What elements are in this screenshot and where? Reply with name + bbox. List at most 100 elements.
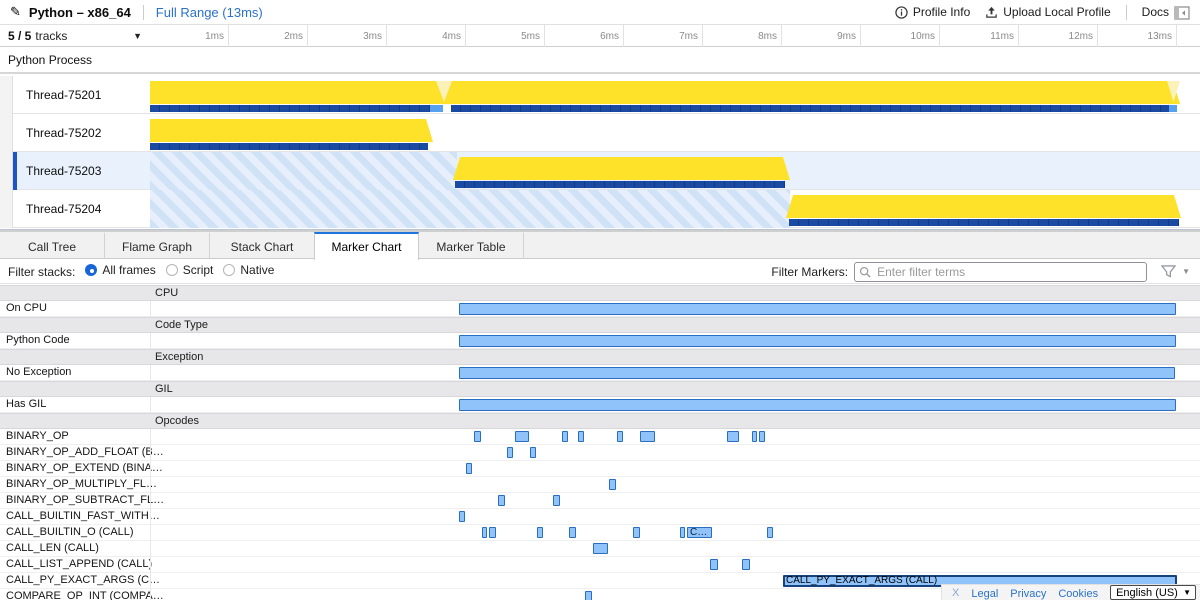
track-activity-graph[interactable] bbox=[0, 152, 1200, 190]
marker-row-compare-op-int-compa-[interactable]: COMPARE_OP_INT (COMPA… bbox=[0, 589, 1200, 600]
marker[interactable] bbox=[459, 367, 1175, 379]
filter-markers-input[interactable] bbox=[854, 261, 1148, 282]
radio-dot-icon bbox=[223, 263, 236, 276]
marker[interactable] bbox=[459, 335, 1176, 347]
filter-row: Filter stacks: All frames Script Native Fi… bbox=[0, 260, 1200, 284]
marker[interactable] bbox=[474, 431, 481, 442]
radio-label: All frames bbox=[102, 262, 156, 277]
marker-category-label: CPU bbox=[155, 287, 179, 299]
marker[interactable] bbox=[767, 527, 773, 538]
track-reorder-gutter[interactable] bbox=[0, 190, 13, 228]
track-activity-graph[interactable] bbox=[0, 114, 1200, 152]
track-reorder-gutter[interactable] bbox=[0, 76, 13, 114]
sidebar-icon bbox=[1174, 6, 1190, 20]
marker[interactable] bbox=[459, 511, 465, 522]
ruler-tick: 8ms bbox=[703, 25, 782, 47]
tab-stack-chart[interactable]: Stack Chart bbox=[210, 232, 315, 259]
marker[interactable] bbox=[585, 591, 592, 600]
marker[interactable] bbox=[759, 431, 765, 442]
track-reorder-gutter[interactable] bbox=[0, 114, 13, 152]
edit-profile-name-icon[interactable]: ✎ bbox=[10, 4, 21, 19]
marker[interactable] bbox=[459, 399, 1176, 411]
tab-marker-chart[interactable]: Marker Chart bbox=[314, 232, 419, 260]
sidebar-toggle-button[interactable] bbox=[1172, 4, 1192, 22]
track-row-thread-75204[interactable]: Thread-75204 bbox=[0, 190, 1200, 228]
process-track-header[interactable]: Python Process bbox=[0, 48, 1200, 74]
track-reorder-gutter[interactable] bbox=[0, 152, 13, 190]
ruler-tick: 9ms bbox=[782, 25, 861, 47]
tab-flame-graph[interactable]: Flame Graph bbox=[105, 232, 210, 259]
marker[interactable] bbox=[530, 447, 536, 458]
marker[interactable] bbox=[507, 447, 513, 458]
marker[interactable] bbox=[489, 527, 496, 538]
marker-row-binary-op-extend-bina-[interactable]: BINARY_OP_EXTEND (BINA… bbox=[0, 461, 1200, 477]
track-row-thread-75203[interactable]: Thread-75203 bbox=[0, 152, 1200, 190]
footer-link-cookies[interactable]: Cookies bbox=[1058, 587, 1099, 600]
radio-all-frames[interactable]: All frames bbox=[85, 262, 156, 277]
footer-link-legal[interactable]: Legal bbox=[971, 587, 999, 600]
marker[interactable] bbox=[482, 527, 487, 538]
marker[interactable] bbox=[727, 431, 739, 442]
marker-row-no-exception[interactable]: No Exception bbox=[0, 365, 1200, 381]
full-range-link[interactable]: Full Range (13ms) bbox=[155, 4, 263, 20]
marker[interactable] bbox=[459, 303, 1176, 315]
marker[interactable] bbox=[742, 559, 750, 570]
marker[interactable] bbox=[633, 527, 640, 538]
marker[interactable] bbox=[569, 527, 576, 538]
marker[interactable] bbox=[515, 431, 529, 442]
ruler-tick: 7ms bbox=[624, 25, 703, 47]
profile-info-button[interactable]: Profile Info bbox=[891, 3, 974, 21]
marker[interactable] bbox=[609, 479, 616, 490]
marker-row-python-code[interactable]: Python Code bbox=[0, 333, 1200, 349]
radio-native[interactable]: Native bbox=[223, 263, 274, 277]
marker-row-call-py-exact-args-c-[interactable]: CALL_PY_EXACT_ARGS (C… CALL_PY_EXACT_ARGS… bbox=[0, 573, 1200, 589]
funnel-filter-icon[interactable] bbox=[1161, 265, 1177, 278]
marker[interactable] bbox=[466, 463, 472, 474]
upload-profile-button[interactable]: Upload Local Profile bbox=[981, 3, 1114, 21]
marker[interactable] bbox=[537, 527, 543, 538]
marker-row-call-builtin-o-call-[interactable]: CALL_BUILTIN_O (CALL) C… bbox=[0, 525, 1200, 541]
marker-row-binary-op-subtract-fl-[interactable]: BINARY_OP_SUBTRACT_FL… bbox=[0, 493, 1200, 509]
tab-call-tree[interactable]: Call Tree bbox=[0, 232, 105, 259]
marker-category-label: Exception bbox=[155, 351, 204, 363]
marker[interactable] bbox=[553, 495, 560, 506]
tracks-dropdown[interactable]: 5 / 5 tracks ▼ bbox=[0, 25, 150, 47]
marker[interactable]: C… bbox=[687, 527, 712, 538]
language-select[interactable]: English (US) ▼ bbox=[1110, 585, 1197, 600]
marker-row-call-builtin-fast-with-[interactable]: CALL_BUILTIN_FAST_WITH… bbox=[0, 509, 1200, 525]
radio-label: Native bbox=[240, 262, 275, 277]
marker[interactable] bbox=[710, 559, 718, 570]
chevron-down-icon[interactable]: ▼ bbox=[1182, 267, 1190, 276]
marker-row-binary-op-add-float-b-[interactable]: BINARY_OP_ADD_FLOAT (B… bbox=[0, 445, 1200, 461]
marker[interactable] bbox=[498, 495, 505, 506]
track-activity-graph[interactable] bbox=[0, 190, 1200, 228]
marker-row-on-cpu[interactable]: On CPU bbox=[0, 301, 1200, 317]
cpu-usage-segment bbox=[150, 119, 433, 142]
timeline-ruler: 1ms 2ms 3ms 4ms 5ms 6ms 7ms 8ms 9ms 10ms 11ms 12ms 1… bbox=[150, 25, 1177, 47]
panel-divider[interactable] bbox=[0, 229, 1200, 232]
footer-link-privacy[interactable]: Privacy bbox=[1010, 587, 1047, 600]
radio-script[interactable]: Script bbox=[165, 262, 214, 277]
track-row-thread-75201[interactable]: Thread-75201 bbox=[0, 76, 1200, 114]
marker-row-call-len-call-[interactable]: CALL_LEN (CALL) bbox=[0, 541, 1200, 557]
marker-row-binary-op-multiply-fl-[interactable]: BINARY_OP_MULTIPLY_FL… bbox=[0, 477, 1200, 493]
track-row-thread-75202[interactable]: Thread-75202 bbox=[0, 114, 1200, 152]
footer-close-button[interactable]: X bbox=[952, 586, 960, 599]
marker-row-label: Python Code bbox=[6, 334, 70, 346]
radio-label: Script bbox=[182, 262, 214, 277]
info-icon bbox=[895, 5, 908, 19]
track-activity-graph[interactable] bbox=[0, 76, 1200, 114]
process-label: Python Process bbox=[8, 53, 93, 67]
marker-row-has-gil[interactable]: Has GIL bbox=[0, 397, 1200, 413]
marker[interactable] bbox=[578, 431, 584, 442]
marker[interactable] bbox=[562, 431, 568, 442]
marker[interactable] bbox=[752, 431, 757, 442]
marker[interactable] bbox=[593, 543, 608, 554]
marker-row-binary-op[interactable]: BINARY_OP bbox=[0, 429, 1200, 445]
marker[interactable] bbox=[680, 527, 685, 538]
marker[interactable] bbox=[640, 431, 655, 442]
selected-track-accent bbox=[13, 152, 17, 190]
marker-row-call-list-append-call-[interactable]: CALL_LIST_APPEND (CALL) bbox=[0, 557, 1200, 573]
marker[interactable] bbox=[617, 431, 623, 442]
tab-marker-table[interactable]: Marker Table bbox=[419, 232, 524, 259]
